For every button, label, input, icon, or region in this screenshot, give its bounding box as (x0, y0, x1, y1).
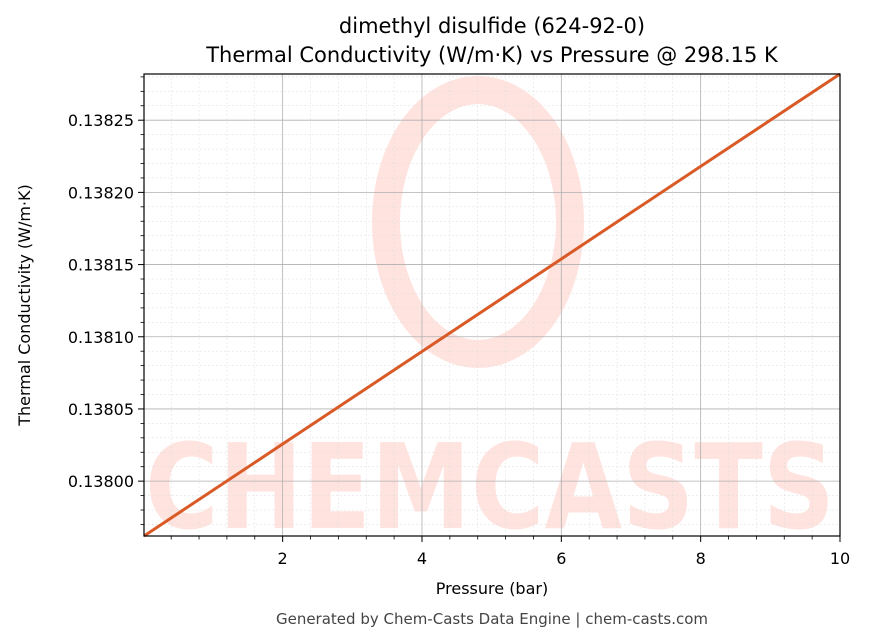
watermark-text: CHEMCASTS (145, 418, 835, 556)
y-tick-label: 0.13810 (68, 328, 134, 347)
x-tick-label: 2 (278, 549, 288, 568)
chart-title: dimethyl disulfide (624-92-0) (339, 14, 645, 38)
watermark-ring (372, 76, 584, 368)
y-axis-label: Thermal Conductivity (W/m·K) (15, 184, 34, 427)
x-tick-label: 10 (830, 549, 850, 568)
y-axis-ticks: 0.13800 0.13805 0.13810 0.13815 0.13820 0.138… (68, 76, 144, 525)
x-tick-label: 6 (556, 549, 566, 568)
footer-credit: Generated by Chem-Casts Data Engine | ch… (276, 610, 708, 628)
x-axis-label: Pressure (bar) (436, 579, 548, 598)
plot-frame (143, 73, 841, 537)
series-line (143, 72, 841, 538)
chemcasts-watermark: CHEMCASTS (145, 76, 835, 556)
y-tick-label: 0.13800 (68, 472, 134, 491)
y-tick-label: 0.13815 (68, 256, 134, 275)
chart-subtitle: Thermal Conductivity (W/m·K) vs Pressure… (205, 43, 779, 67)
y-tick-label: 0.13820 (68, 183, 134, 202)
x-axis-ticks: 2 4 6 8 10 (170, 536, 850, 568)
y-tick-label: 0.13805 (68, 400, 134, 419)
series-layer (143, 72, 841, 538)
x-tick-label: 4 (417, 549, 427, 568)
y-tick-label: 0.13825 (68, 111, 134, 130)
x-tick-label: 8 (696, 549, 706, 568)
minor-grid (144, 74, 840, 536)
